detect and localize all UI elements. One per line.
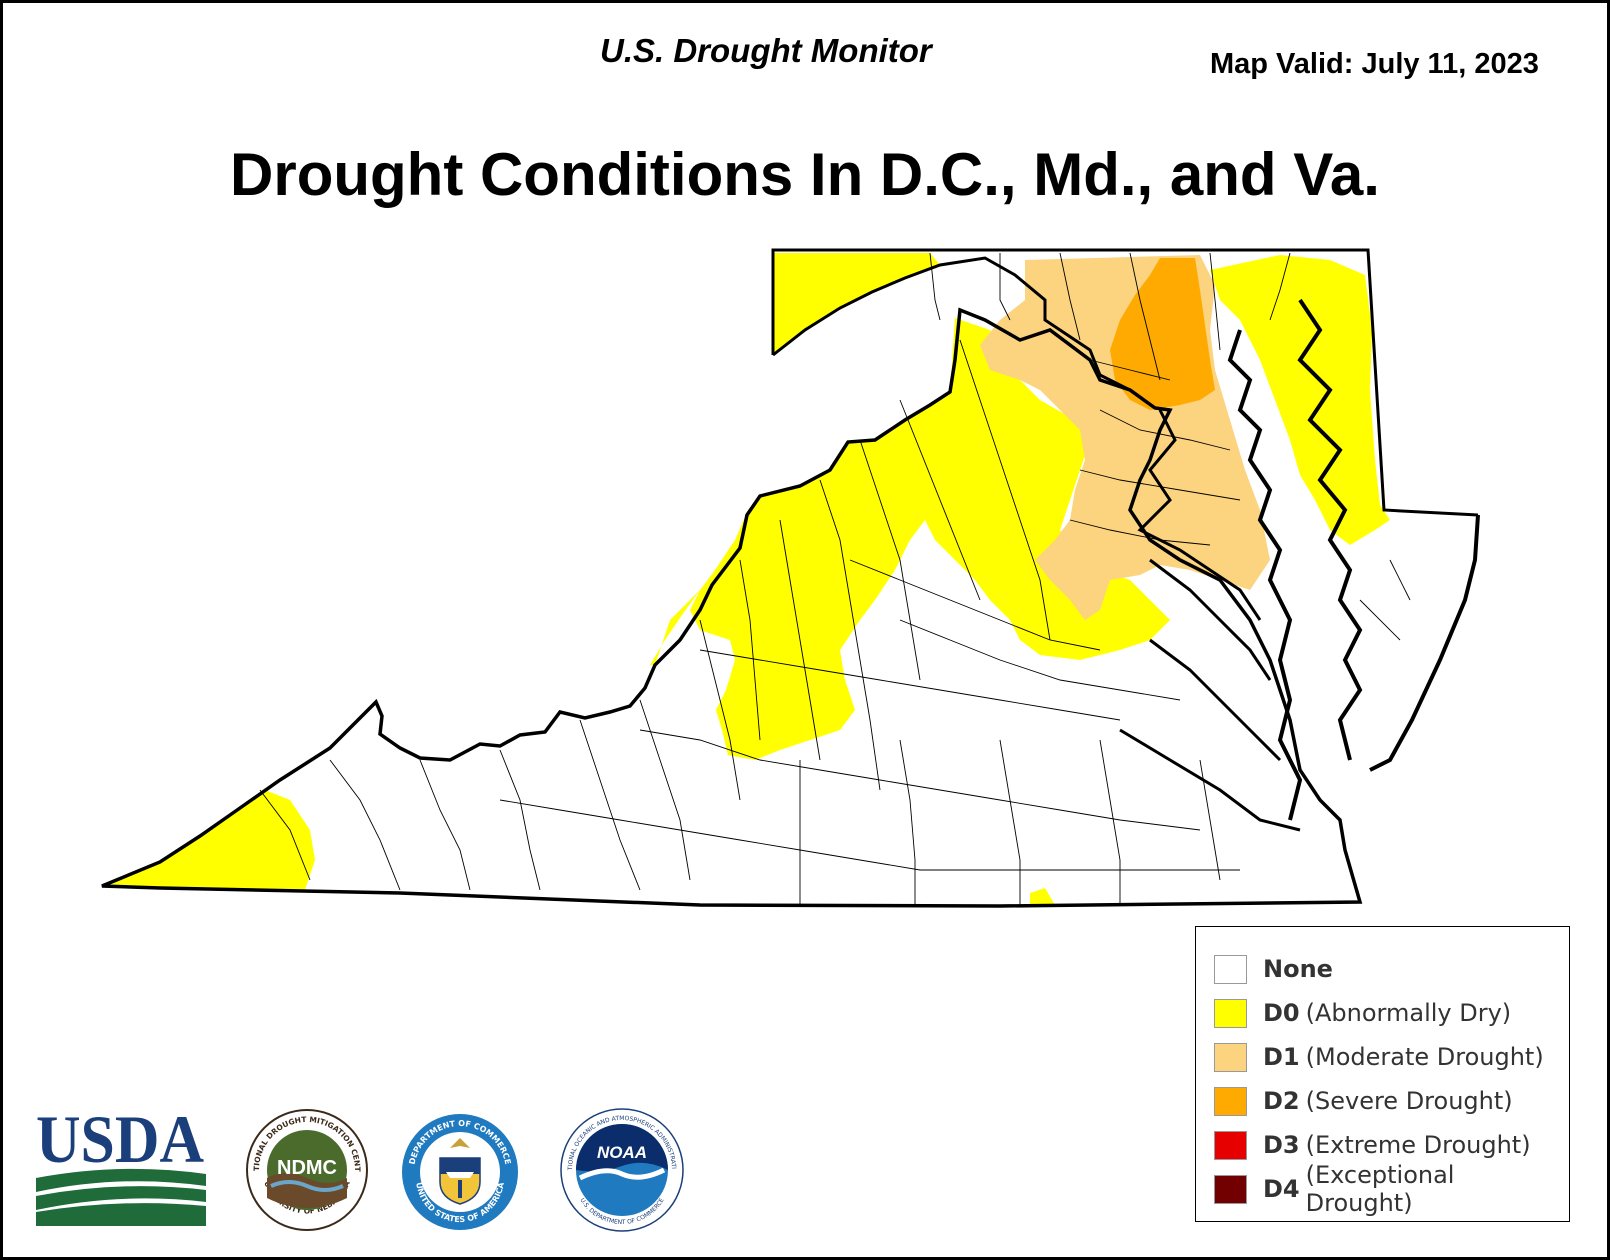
james-river (1119, 728, 1301, 832)
legend-desc: (Extreme Drought) (1305, 1131, 1531, 1159)
d0-regions (102, 253, 1390, 906)
legend-desc: (Severe Drought) (1305, 1087, 1513, 1115)
usda-logo-text: USDA (36, 1101, 204, 1177)
source-title: U.S. Drought Monitor (600, 32, 932, 69)
legend-item-d4: D4 (Exceptional Drought) (1214, 1161, 1569, 1217)
delmarva-coast (1369, 514, 1480, 772)
usda-logo-graphic: USDA (36, 1101, 206, 1226)
legend-desc: (Moderate Drought) (1305, 1043, 1544, 1071)
noaa-logo-graphic: NATIONAL OCEANIC AND ATMOSPHERIC ADMINIS… (558, 1103, 684, 1232)
legend-swatch (1214, 954, 1247, 984)
d0-northern-region (773, 253, 940, 356)
chesapeake-east-shore (1297, 298, 1363, 761)
page-title: Drought Conditions In D.C., Md., and Va. (230, 141, 1380, 208)
legend-swatch (1214, 998, 1247, 1028)
usda-logo: USDA (36, 1100, 206, 1230)
legend-swatch (1214, 1174, 1247, 1204)
legend-code: D0 (1263, 999, 1300, 1027)
legend-swatch (1214, 1086, 1247, 1116)
legend-swatch (1214, 1042, 1247, 1072)
legend-item-d0: D0 (Abnormally Dry) (1214, 997, 1511, 1029)
legend-item-d2: D2 (Severe Drought) (1214, 1085, 1513, 1117)
ndmc-logo-graphic: NATIONAL DROUGHT MITIGATION CENTER UNIVE… (242, 1101, 368, 1231)
d0-central-region (650, 318, 1170, 760)
ndmc-logo-text: NDMC (277, 1157, 337, 1179)
york-river (1149, 638, 1282, 762)
legend-item-d3: D3 (Extreme Drought) (1214, 1129, 1531, 1161)
legend-code: D3 (1263, 1131, 1300, 1159)
noaa-logo-text: NOAA (597, 1143, 647, 1162)
valid-date: Map Valid: July 11, 2023 (1210, 48, 1539, 80)
ndmc-logo: NATIONAL DROUGHT MITIGATION CENTER UNIVE… (242, 1101, 370, 1233)
legend-item-none: None (1214, 953, 1333, 985)
potomac-river (1137, 409, 1262, 621)
county-boundaries (259, 252, 1411, 905)
maryland-outline (771, 248, 1479, 517)
commerce-logo-graphic: DEPARTMENT OF COMMERCE UNITED STATES OF … (402, 1114, 518, 1230)
commerce-logo: DEPARTMENT OF COMMERCE UNITED STATES OF … (400, 1112, 520, 1232)
virginia-outline (101, 307, 1363, 908)
d0-southern-spot (1030, 888, 1055, 906)
legend-code: None (1263, 955, 1333, 983)
legend-code: D2 (1263, 1087, 1300, 1115)
map-legend: None D0 (Abnormally Dry) D1 (Moderate Dr… (1195, 926, 1570, 1222)
legend-code: D1 (1263, 1043, 1300, 1071)
noaa-logo: NATIONAL OCEANIC AND ATMOSPHERIC ADMINIS… (558, 1103, 684, 1232)
legend-desc: (Abnormally Dry) (1305, 999, 1512, 1027)
legend-swatch (1214, 1130, 1247, 1160)
legend-code: D4 (1263, 1175, 1300, 1203)
d0-eastern-shore-region (1210, 255, 1390, 545)
legend-desc: (Exceptional Drought) (1305, 1161, 1455, 1217)
chesapeake-west-shore (1227, 329, 1303, 821)
d0-southwest-region (102, 790, 315, 890)
legend-item-d1: D1 (Moderate Drought) (1214, 1041, 1544, 1073)
rappahannock-river (1149, 558, 1272, 681)
